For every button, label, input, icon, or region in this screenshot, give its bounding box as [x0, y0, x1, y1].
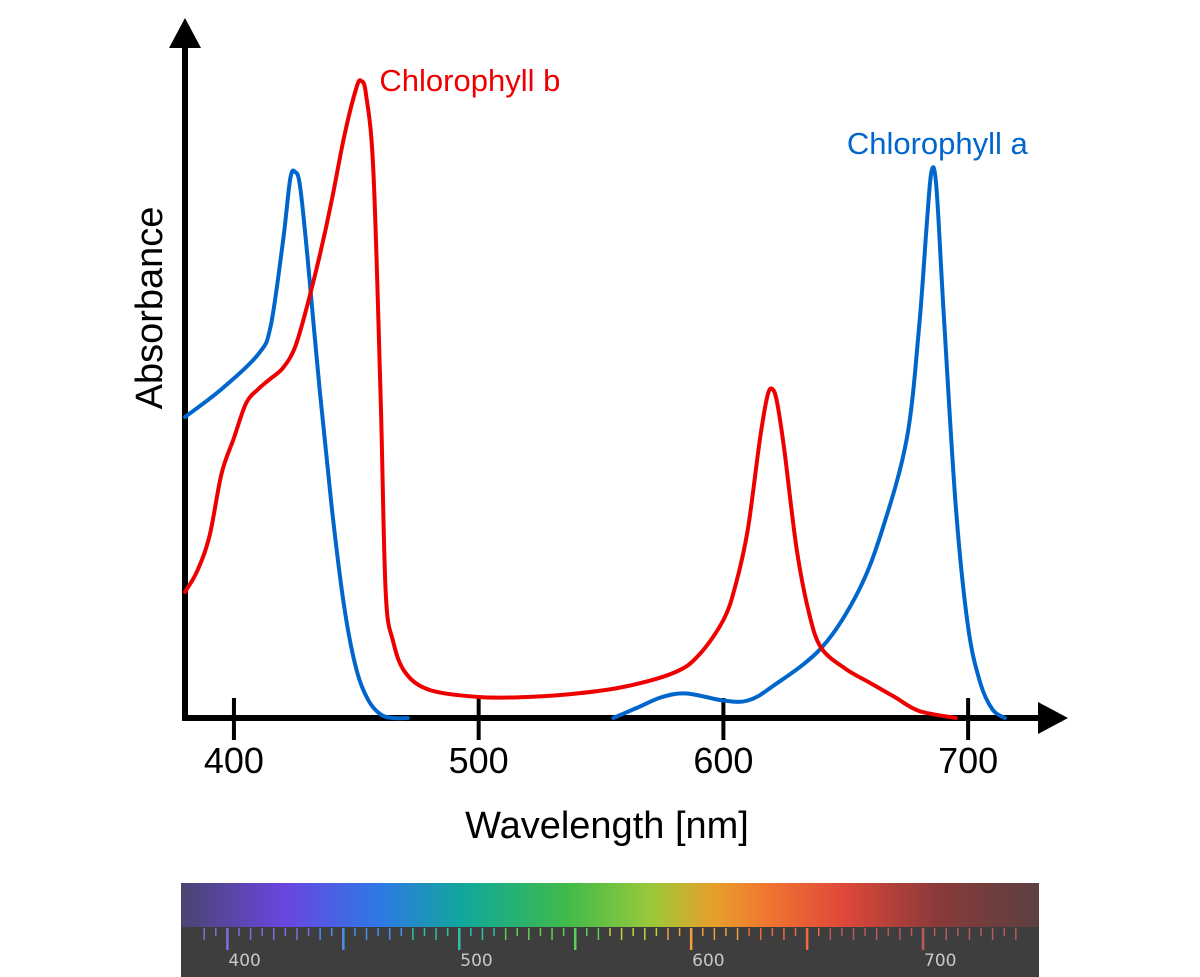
x-tick-label-500: 500: [449, 740, 509, 781]
x-tick-label-600: 600: [693, 740, 753, 781]
x-axis-arrow-icon: [1038, 702, 1068, 734]
annotation-layer: Chlorophyll b Chlorophyll a: [379, 63, 1028, 161]
spectrum-labels: 400 500 600 700: [228, 951, 956, 971]
series-label-chlorophyll-b: Chlorophyll b: [379, 63, 560, 98]
x-axis: [182, 702, 1068, 734]
spectrum-ticks: [203, 928, 1017, 950]
series-line-chlorophyll-a: [183, 165, 1007, 721]
x-ticks: 400 500 600 700: [204, 698, 998, 781]
y-axis-arrow-icon: [169, 18, 201, 48]
x-tick-label-400: 400: [204, 740, 264, 781]
spectrum-label-500: 500: [460, 951, 492, 971]
y-axis: [169, 18, 201, 718]
spectrum-label-400: 400: [228, 951, 260, 971]
spectrum-label-600: 600: [692, 951, 724, 971]
y-axis-title: Absorbance: [129, 207, 171, 410]
x-axis-title: Wavelength [nm]: [465, 805, 749, 847]
series-line-chlorophyll-b: [183, 78, 958, 720]
x-tick-label-700: 700: [938, 740, 998, 781]
visible-spectrum-bar: 400 500 600 700: [181, 883, 1039, 977]
series-label-chlorophyll-a: Chlorophyll a: [847, 126, 1029, 161]
series-layer: [183, 78, 1007, 721]
spectrum-label-700: 700: [924, 951, 956, 971]
